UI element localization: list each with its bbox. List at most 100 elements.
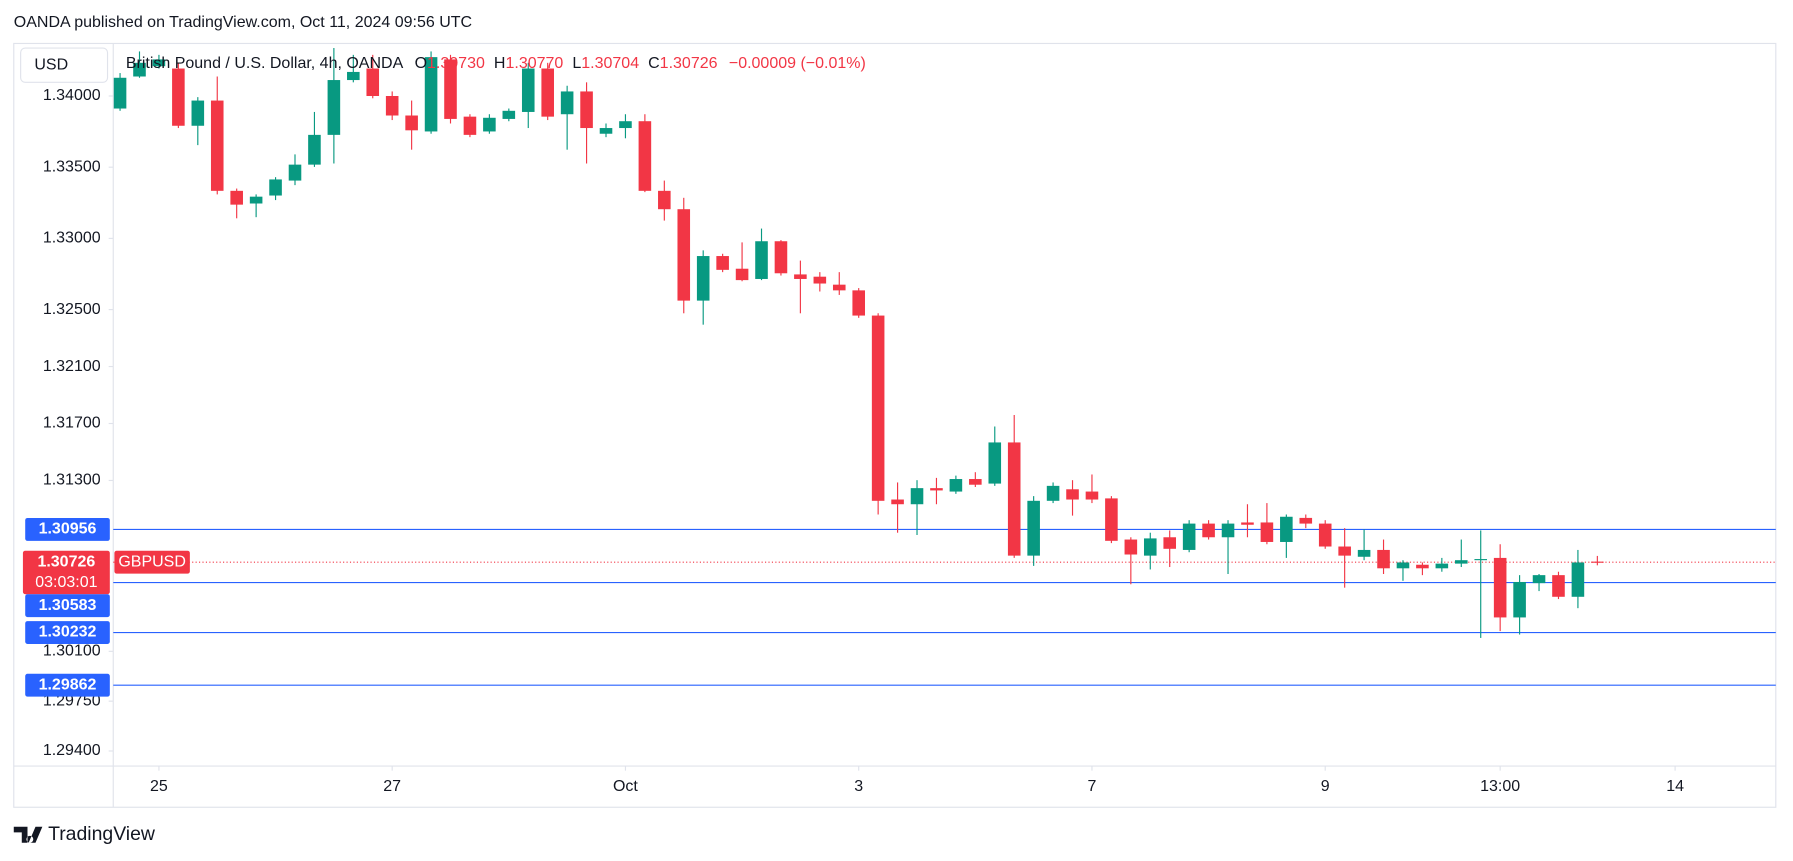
candle-body xyxy=(1552,575,1565,597)
candle-body xyxy=(1163,537,1177,549)
candle-body xyxy=(502,110,516,119)
legend-value: 1.30704 xyxy=(581,55,639,72)
candle-body xyxy=(133,62,146,77)
candle-body xyxy=(210,100,224,191)
candle-body xyxy=(366,68,380,97)
candle-body xyxy=(1105,498,1118,541)
last-price-badge xyxy=(22,550,110,595)
y-tick-label: 1.29400 xyxy=(43,742,101,759)
x-tick-label: 9 xyxy=(1321,778,1330,795)
symbol-badge xyxy=(114,550,190,574)
symbol-title: British Pound / U.S. Dollar, 4h, OANDA xyxy=(126,55,404,72)
price-line-label: 1.30232 xyxy=(39,624,97,641)
candle-body xyxy=(638,121,652,191)
candle-body xyxy=(658,190,671,210)
legend-key: L xyxy=(572,55,581,72)
candle-body xyxy=(619,121,632,129)
candle-body xyxy=(1027,500,1040,556)
candle-body xyxy=(910,488,924,505)
candle-body xyxy=(1046,485,1060,501)
legend-key: C xyxy=(648,55,660,72)
candle-body xyxy=(1571,562,1585,597)
candle-body xyxy=(1377,549,1390,569)
y-tick-label: 1.31300 xyxy=(43,472,101,489)
price-line-badge xyxy=(25,594,110,618)
candle-body xyxy=(1124,539,1138,555)
candle-body xyxy=(852,290,865,316)
candle-body xyxy=(327,80,341,135)
candle-body xyxy=(385,96,399,116)
y-tick-label: 1.31700 xyxy=(43,415,101,432)
candle-body xyxy=(1241,522,1254,525)
candle-body xyxy=(930,488,943,491)
candle-body xyxy=(891,499,904,505)
legend-value: 1.30770 xyxy=(505,55,563,72)
candle-body xyxy=(774,241,788,274)
price-line-badge xyxy=(25,518,110,541)
candle-body xyxy=(735,268,749,281)
candle-body xyxy=(483,117,496,132)
candle-body xyxy=(988,442,1002,484)
candle-body xyxy=(405,115,418,131)
x-tick-label: 13:00 xyxy=(1480,778,1520,795)
candle-body xyxy=(755,241,768,279)
price-line-badge xyxy=(25,621,110,644)
candle-body xyxy=(969,479,982,485)
candle-body xyxy=(1280,516,1293,542)
currency-button[interactable] xyxy=(20,47,109,83)
candle-body xyxy=(249,196,263,204)
candle-body xyxy=(1416,564,1429,569)
legend-value: 1.30726 xyxy=(660,55,718,72)
candle-body xyxy=(172,68,185,126)
candle-body xyxy=(269,179,282,196)
candle-body xyxy=(813,276,827,284)
chart-frame xyxy=(13,42,1777,808)
candle-body xyxy=(1357,549,1371,557)
last-price-label: 1.30726 xyxy=(37,553,95,570)
y-tick-label: 1.30100 xyxy=(43,643,101,660)
x-tick-label: 27 xyxy=(383,778,401,795)
legend-change: −0.00009 (−0.01%) xyxy=(729,55,866,72)
logo-mark xyxy=(13,826,43,843)
candle-body xyxy=(1474,559,1488,561)
candle-body xyxy=(1318,523,1332,547)
candle-body xyxy=(1591,561,1604,563)
candle-body xyxy=(1007,442,1021,556)
candle-body xyxy=(1182,523,1196,550)
candle-body xyxy=(1299,517,1313,524)
candle-body xyxy=(1513,581,1526,618)
candle-body xyxy=(832,284,846,291)
candle-body xyxy=(560,91,574,115)
candle-body xyxy=(308,134,321,165)
price-line-label: 1.30956 xyxy=(39,521,97,538)
x-tick-label: 7 xyxy=(1088,778,1097,795)
candle-body xyxy=(1085,491,1099,500)
x-tick-label: 14 xyxy=(1666,778,1684,795)
candle-body xyxy=(113,77,127,109)
y-tick-label: 1.32100 xyxy=(43,358,101,375)
candle-body xyxy=(424,57,438,132)
candle-body xyxy=(696,256,710,301)
candle-body xyxy=(599,128,613,134)
candle-body xyxy=(288,164,302,181)
x-tick-label: 25 xyxy=(150,778,168,795)
legend-key: H xyxy=(494,55,506,72)
y-tick-label: 1.32500 xyxy=(43,301,101,318)
plot xyxy=(113,48,1776,686)
candle-body xyxy=(949,479,963,492)
candle-body xyxy=(1143,538,1157,556)
y-tick-label: 1.33500 xyxy=(43,158,101,175)
legend: British Pound / U.S. Dollar, 4h, OANDA O… xyxy=(126,55,866,72)
candle-body xyxy=(1454,560,1468,564)
x-tick-label: 3 xyxy=(854,778,863,795)
candle-body xyxy=(677,209,691,301)
currency-label: USD xyxy=(34,56,68,73)
candle-body xyxy=(1066,489,1079,500)
candle-body xyxy=(1338,546,1351,556)
symbol-label: GBPUSD xyxy=(118,553,186,570)
candle-body xyxy=(541,68,554,117)
candle-body xyxy=(1202,523,1215,538)
footer-brand: TradingView xyxy=(48,823,156,845)
candle-body xyxy=(1435,563,1449,569)
